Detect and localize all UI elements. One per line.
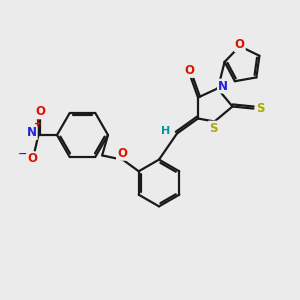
Text: O: O — [35, 105, 45, 119]
Text: H: H — [161, 126, 170, 136]
Text: N: N — [27, 126, 37, 139]
Text: O: O — [184, 64, 194, 77]
Text: O: O — [117, 147, 127, 160]
Text: S: S — [209, 122, 217, 135]
Text: O: O — [27, 152, 38, 166]
Text: O: O — [235, 38, 245, 51]
Text: +: + — [34, 118, 42, 129]
Text: S: S — [256, 102, 264, 115]
Text: N: N — [218, 80, 228, 93]
Text: −: − — [17, 148, 27, 159]
